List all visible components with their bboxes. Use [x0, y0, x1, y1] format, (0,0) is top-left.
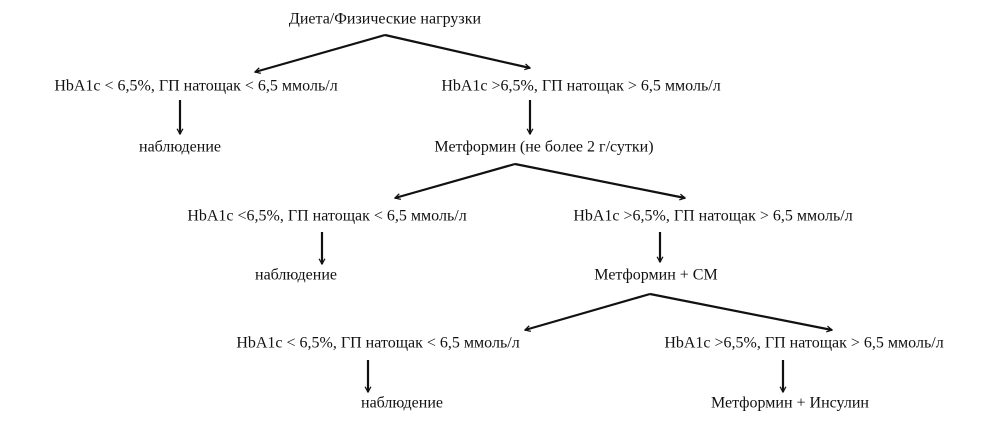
node-label: Метформин (не более 2 г/сутки) [434, 139, 653, 156]
node-label: HbA1c <6,5%, ГП натощак < 6,5 ммоль/л [187, 208, 466, 225]
node-label: наблюдение [255, 267, 337, 284]
arrow [649, 292, 832, 330]
node-label: HbA1c >6,5%, ГП натощак > 6,5 ммоль/л [441, 78, 720, 95]
node-label: HbA1c >6,5%, ГП натощак > 6,5 ммоль/л [573, 208, 852, 225]
arrow [395, 162, 516, 198]
arrow [514, 162, 685, 198]
node-label: HbA1c >6,5%, ГП натощак > 6,5 ммоль/л [664, 335, 943, 352]
node-label: Метформин + Инсулин [711, 395, 869, 412]
node-label: наблюдение [139, 139, 221, 156]
arrows [180, 33, 832, 392]
arrow [255, 33, 386, 72]
node-label: наблюдение [361, 395, 443, 412]
node-label: Метформин + СМ [594, 267, 717, 284]
arrow [384, 33, 530, 68]
arrow [525, 292, 651, 330]
node-label: HbA1c < 6,5%, ГП натощак < 6,5 ммоль/л [54, 78, 337, 95]
node-label: HbA1c < 6,5%, ГП натощак < 6,5 ммоль/л [236, 335, 519, 352]
node-label: Диета/Физические нагрузки [289, 11, 482, 28]
